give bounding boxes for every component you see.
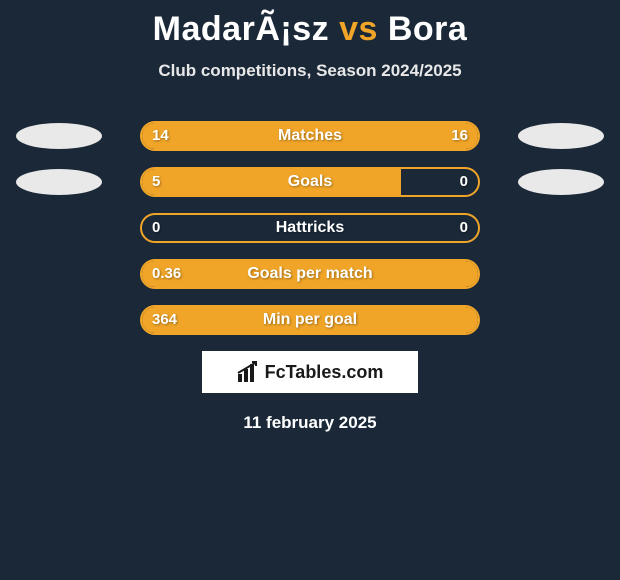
vs-label: vs [339,10,378,48]
metric-label: Goals [0,167,620,197]
subtitle: Club competitions, Season 2024/2025 [0,61,620,81]
source-logo-text: FcTables.com [265,362,384,383]
comparison-card: MadarÃ¡sz vs Bora Club competitions, Sea… [0,0,620,580]
metric-label: Matches [0,121,620,151]
metric-row: 00Hattricks [0,213,620,243]
date-label: 11 february 2025 [0,413,620,433]
player2-name: Bora [388,10,467,48]
metric-label: Goals per match [0,259,620,289]
page-title: MadarÃ¡sz vs Bora [0,0,620,49]
metric-row: 0.36Goals per match [0,259,620,289]
metric-label: Hattricks [0,213,620,243]
bars-icon [237,361,259,383]
metric-row: 1416Matches [0,121,620,151]
metric-row: 50Goals [0,167,620,197]
metrics-container: 1416Matches 50Goals 00Hattricks 0.36Goals p… [0,121,620,335]
metric-row: 364Min per goal [0,305,620,335]
source-logo: FcTables.com [202,351,418,393]
metric-label: Min per goal [0,305,620,335]
player1-name: MadarÃ¡sz [153,10,329,48]
